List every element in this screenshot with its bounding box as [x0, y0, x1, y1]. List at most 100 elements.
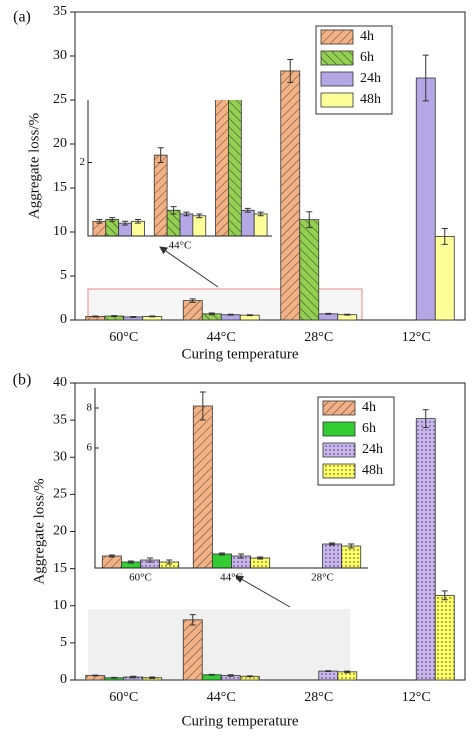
inset [101, 391, 362, 568]
y-tick-label: 30 [53, 48, 67, 63]
y-tick-label: 5 [60, 268, 67, 283]
error-bar [441, 590, 448, 601]
y-tick-label: 0 [60, 312, 67, 327]
y-tick-label: 35 [53, 412, 67, 427]
y-tick-label: 40 [53, 375, 67, 390]
legend-label: 24h [360, 71, 381, 86]
bar-hatch [240, 676, 260, 680]
bar-hatch [318, 671, 338, 680]
inset-error-bar [257, 211, 264, 217]
y-tick-label: 20 [53, 524, 67, 539]
inset-error-bar [183, 211, 190, 217]
error-bar [325, 312, 332, 315]
inset-y-tick-label: 6 [87, 442, 93, 454]
bar-hatch [280, 70, 300, 321]
legend-swatch [320, 92, 354, 108]
bar-hatch [85, 675, 105, 680]
legend-swatch-hatch [323, 443, 355, 457]
inset-bar-hatch [92, 221, 106, 236]
legend-label: 6h [360, 50, 374, 65]
error-bar [422, 409, 429, 429]
inset-error-bar [170, 206, 177, 215]
y-tick-label: 5 [60, 635, 67, 650]
bar-hatch [337, 671, 357, 680]
zoom-region [88, 609, 350, 680]
inset-bar-hatch [159, 562, 179, 568]
inset-error-bar [134, 218, 141, 224]
inset-bar-hatch [154, 155, 168, 236]
legend-label: 48h [362, 463, 383, 478]
bar [415, 77, 436, 321]
x-tick-label: 28°C [304, 330, 333, 345]
bar [434, 235, 455, 321]
inset-error-bar [166, 559, 173, 565]
inset-error-bar [122, 220, 129, 226]
error-bar [344, 670, 351, 674]
bar-hatch [85, 316, 105, 320]
error-bar [92, 674, 99, 677]
inset-error-bar [218, 552, 225, 556]
error-bar [227, 674, 234, 677]
y-tick-label: 15 [53, 561, 67, 576]
error-bar [246, 314, 253, 317]
y-tick-label: 0 [60, 672, 67, 687]
legend-swatch-hatch [323, 464, 355, 478]
inset-bar-hatch [341, 546, 361, 568]
error-bar [130, 675, 137, 679]
error-bar [441, 227, 448, 245]
inset-error-bar [109, 217, 116, 222]
error-bar [325, 670, 332, 672]
inset-error-bar [199, 391, 206, 421]
inset-error-bar [238, 553, 245, 559]
error-bar [227, 313, 234, 316]
inset-bar-hatch [250, 558, 270, 568]
legend-label: 24h [362, 442, 383, 457]
inset-bar [211, 553, 232, 568]
error-bar [92, 315, 99, 318]
legend-swatch-hatch [321, 30, 353, 44]
x-axis-label: Curing temperature [181, 713, 298, 729]
y-tick-label: 10 [53, 224, 67, 239]
bar-hatch [104, 316, 124, 320]
inset-y-tick-label: 8 [87, 402, 93, 414]
inset-bar [253, 213, 268, 236]
bar-hatch [202, 313, 222, 320]
x-tick-label: 28°C [304, 690, 333, 705]
x-tick-label: 44°C [207, 330, 236, 345]
legend-label: 6h [362, 421, 376, 436]
inset-error-bar [127, 560, 134, 564]
inset-bar-hatch [193, 406, 213, 568]
legend-swatch [320, 71, 354, 87]
error-bar [287, 59, 294, 83]
inset-error-bar [257, 556, 264, 560]
error-bar [208, 673, 215, 676]
inset-error-bar [157, 147, 164, 163]
error-bar [246, 675, 253, 678]
x-tick-label: 12°C [402, 330, 431, 345]
y-tick-label: 25 [53, 92, 67, 107]
error-bar [111, 315, 118, 317]
inset-x-tick-label: 28°C [311, 572, 334, 584]
legend-label: 48h [360, 92, 381, 107]
error-bar [111, 676, 118, 679]
inset [92, 100, 268, 236]
x-tick-label: 60°C [109, 330, 138, 345]
error-bar [344, 313, 351, 316]
bar-hatch [123, 677, 143, 680]
error-bar [149, 315, 156, 318]
inset-x-tick-label: 44°C [169, 240, 192, 252]
y-tick-label: 35 [53, 4, 67, 19]
panel-label: (a) [13, 9, 31, 26]
error-bar [422, 54, 429, 102]
bar-hatch [183, 619, 203, 680]
inset-bar-hatch [322, 544, 342, 568]
inset-bar-hatch [102, 556, 122, 568]
x-tick-label: 12°C [402, 690, 431, 705]
inset-bar-hatch [231, 556, 251, 568]
inset-bar-hatch [167, 210, 180, 236]
plot-frame [74, 11, 466, 321]
inset-bar [240, 209, 255, 236]
bar-hatch [435, 595, 455, 680]
